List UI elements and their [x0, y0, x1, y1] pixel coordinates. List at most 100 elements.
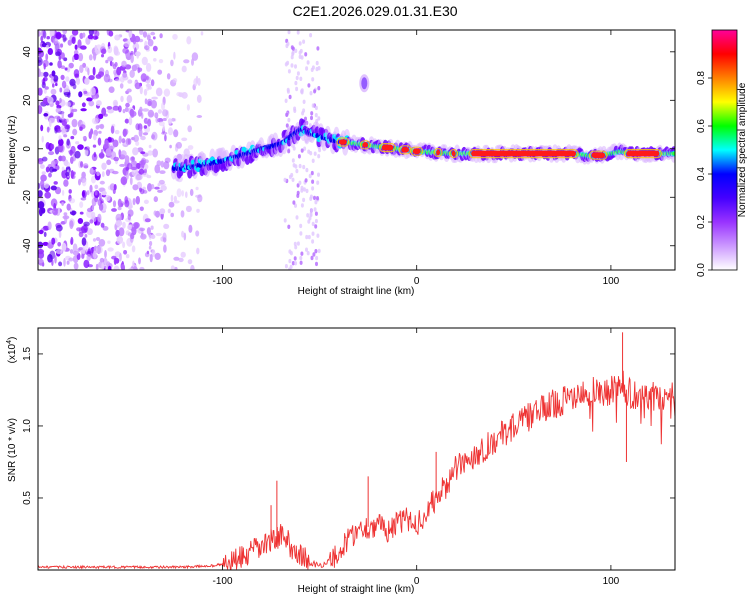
spectrogram-noise-cell	[150, 234, 156, 239]
spectrogram-noise-cell	[180, 251, 186, 258]
spectrogram-noise-cell	[191, 52, 199, 61]
spectrogram-noise-cell	[139, 266, 145, 270]
spectrogram-noise-cell	[113, 265, 120, 270]
spectrogram-noise-cell	[193, 78, 198, 87]
spectrogram-noise-cell	[101, 107, 107, 116]
spectrogram-y-tick-label: -40	[22, 238, 33, 253]
spectrogram-noise-cell	[83, 165, 89, 169]
spectrogram-noise-cell	[186, 104, 190, 111]
spectrogram-noise-cell	[153, 196, 158, 203]
spectrogram-noise-cell	[299, 231, 303, 236]
spectrogram-noise-cell	[79, 32, 84, 40]
spectrogram-noise-cell	[47, 48, 53, 55]
spectrogram-noise-cell	[86, 207, 93, 213]
spectrogram-noise-cell	[135, 141, 140, 146]
spectrogram-noise-cell	[66, 138, 70, 146]
spectrogram-noise-cell	[127, 213, 131, 221]
spectrogram-noise-cell	[109, 145, 115, 150]
spectrogram-noise-cell	[129, 110, 137, 117]
spectrogram-noise-cell	[115, 220, 123, 227]
spectrogram-noise-cell	[62, 34, 67, 43]
spectrogram-y-tick-label: 20	[22, 94, 33, 106]
spectrogram-noise-cell	[120, 95, 124, 103]
spectrogram-noise-cell	[299, 48, 303, 54]
spectrogram-noise-cell	[84, 234, 88, 238]
spectrogram-noise-cell	[87, 67, 90, 76]
spectrogram-noise-cell	[96, 171, 100, 177]
snr-panel: -100 0 100 0.5 1.0 1.5 Height of straight li…	[6, 327, 676, 595]
spectrogram-noise-cell	[314, 200, 318, 205]
spectrogram-noise-cell	[72, 128, 78, 136]
spectrogram-noise-cell	[314, 105, 318, 111]
spectrogram-noise-cell	[92, 250, 97, 259]
spectrogram-noise-cell	[166, 73, 171, 80]
spectrogram-noise-cell	[312, 252, 316, 257]
spectrogram-x-ticks: -100 0 100	[212, 30, 620, 287]
spectrogram-noise-cell	[181, 190, 184, 197]
spectrogram-noise-cell	[114, 34, 121, 41]
spectrogram-noise-cell	[181, 92, 188, 99]
spectrogram-noise-cell	[183, 59, 190, 64]
spectrogram-noise-cell	[161, 131, 168, 135]
spectrogram-noise-cell	[302, 164, 306, 170]
spectrogram-noise-cell	[196, 94, 202, 103]
snr-multiplier-exponent: 4	[6, 340, 13, 344]
spectrogram-panel: -100 0 100 -40 -20 0 20 40 Height of straight …	[7, 29, 676, 297]
spectrogram-noise-cell	[112, 139, 119, 148]
spectrogram-noise-cell	[81, 237, 87, 246]
spectrogram-noise-cell	[50, 88, 57, 95]
spectrogram-noise-cell	[298, 163, 302, 169]
spectrogram-noise-cell	[311, 231, 315, 236]
spectrogram-noise-cell	[122, 72, 128, 78]
spectrogram-noise-cell	[307, 234, 311, 240]
spectrogram-ridge-halo	[359, 140, 371, 150]
spectrogram-noise-cell	[125, 254, 130, 259]
spectrogram-noise-cell	[88, 30, 94, 36]
spectrogram-noise-cell	[132, 42, 140, 51]
spectrogram-noise-cell	[105, 59, 109, 64]
spectrogram-noise-cell	[122, 128, 128, 137]
spectrogram-ridge-peak	[362, 142, 369, 148]
spectrogram-noise-cell	[93, 134, 97, 141]
spectrogram-noise-cell	[55, 31, 62, 40]
spectrogram-noise-cell	[294, 245, 298, 250]
spectrogram-noise-cell	[146, 227, 151, 236]
spectrogram-noise-cell	[44, 191, 51, 199]
spectrogram-ridge-peak	[381, 144, 394, 151]
spectrogram-noise-cell	[289, 264, 293, 270]
spectrogram-noise-cell	[93, 51, 97, 61]
spectrogram-noise-cell	[313, 151, 317, 156]
spectrogram-noise-cell	[142, 31, 148, 38]
spectrogram-noise-cell	[172, 78, 178, 83]
spectrogram-noise-cell	[316, 180, 320, 185]
spectrogram-noise-cell	[74, 44, 78, 50]
spectrogram-noise-cell	[70, 170, 75, 179]
spectrogram-noise-cell	[121, 138, 126, 144]
spectrogram-noise-cell	[154, 164, 161, 174]
spectrogram-noise-cell	[98, 152, 105, 159]
spectrogram-noise-cell	[297, 154, 301, 159]
spectrogram-noise-cell	[91, 117, 99, 125]
snr-multiplier-close: )	[7, 337, 18, 340]
spectrogram-noise-cell	[97, 137, 102, 146]
spectrogram-noise-cell	[105, 148, 112, 157]
spectrogram-noise-cell	[59, 97, 62, 104]
spectrogram-noise-cell	[306, 213, 310, 218]
spectrogram-noise-cell	[78, 231, 84, 238]
spectrogram-noise-cell	[296, 71, 300, 76]
spectrogram-noise-cell	[95, 263, 99, 270]
spectrogram-noise-cell	[155, 117, 159, 123]
spectrogram-noise-cell	[81, 190, 87, 199]
spectrogram-noise-cell	[295, 86, 299, 92]
spectrogram-isolated-blob	[359, 74, 370, 93]
spectrogram-noise-cell	[45, 166, 50, 173]
spectrogram-noise-cell	[295, 215, 299, 220]
spectrogram-noise-cell	[104, 139, 109, 145]
spectrogram-noise-cell	[124, 106, 129, 113]
spectrogram-noise-cell	[290, 63, 294, 68]
spectrogram-noise-cell	[158, 121, 165, 127]
spectrogram-noise-cell	[311, 65, 315, 70]
spectrogram-noise-cell	[54, 127, 58, 134]
spectrogram-noise-cell	[77, 39, 82, 49]
spectrogram-noise-cell	[144, 218, 151, 223]
